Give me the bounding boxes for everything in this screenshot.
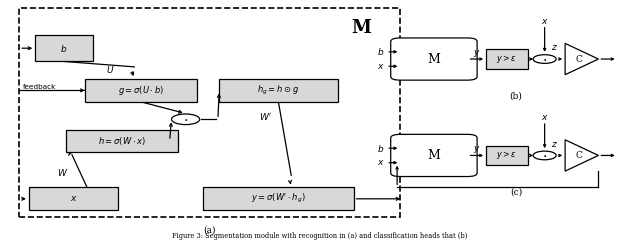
FancyBboxPatch shape	[19, 8, 400, 217]
FancyBboxPatch shape	[66, 130, 177, 153]
FancyBboxPatch shape	[486, 49, 528, 69]
Text: $\cdot$: $\cdot$	[183, 112, 188, 126]
Text: $x$: $x$	[377, 62, 385, 71]
Text: M: M	[351, 19, 372, 37]
FancyBboxPatch shape	[219, 79, 338, 102]
Polygon shape	[565, 140, 598, 171]
Text: $W'$: $W'$	[259, 111, 273, 122]
Text: $h_g = h \odot g$: $h_g = h \odot g$	[257, 84, 300, 97]
Text: M: M	[428, 53, 440, 66]
Text: feedback: feedback	[22, 84, 56, 90]
Text: $b$: $b$	[377, 143, 385, 154]
Text: (a): (a)	[204, 226, 216, 235]
Text: $y = \sigma(W' \cdot h_g)$: $y = \sigma(W' \cdot h_g)$	[251, 192, 306, 205]
Text: $y$: $y$	[473, 47, 481, 59]
FancyBboxPatch shape	[204, 187, 354, 210]
Text: (b): (b)	[509, 91, 523, 100]
FancyBboxPatch shape	[29, 187, 118, 210]
Text: M: M	[428, 149, 440, 162]
Text: $b$: $b$	[60, 43, 68, 54]
Text: $x$: $x$	[377, 158, 385, 167]
Text: $x$: $x$	[541, 113, 548, 122]
Text: $z$: $z$	[551, 140, 558, 149]
FancyBboxPatch shape	[486, 146, 528, 165]
Text: (c): (c)	[510, 188, 522, 197]
FancyBboxPatch shape	[85, 79, 197, 102]
Text: $z$: $z$	[551, 43, 558, 52]
Text: C: C	[575, 54, 582, 64]
Text: $U$: $U$	[106, 64, 114, 75]
Polygon shape	[565, 43, 598, 75]
Text: $h = \sigma(W \cdot x)$: $h = \sigma(W \cdot x)$	[98, 135, 145, 147]
Text: $W$: $W$	[57, 167, 68, 178]
Circle shape	[533, 151, 556, 160]
Text: $x$: $x$	[70, 194, 77, 203]
Text: $y > \epsilon$: $y > \epsilon$	[497, 53, 517, 65]
Circle shape	[533, 55, 556, 63]
Text: C: C	[575, 151, 582, 160]
Text: $g = \sigma(U \cdot b)$: $g = \sigma(U \cdot b)$	[118, 84, 164, 97]
Text: $x$: $x$	[541, 17, 548, 26]
Text: $b$: $b$	[377, 46, 385, 57]
Text: Figure 3: Segmentation module with recognition in (a) and classification heads t: Figure 3: Segmentation module with recog…	[172, 232, 468, 240]
FancyBboxPatch shape	[35, 35, 93, 61]
Text: $\cdot$: $\cdot$	[542, 148, 547, 162]
Text: $\cdot$: $\cdot$	[542, 52, 547, 66]
Text: $y$: $y$	[473, 144, 481, 155]
Circle shape	[172, 114, 200, 125]
Text: $y > \epsilon$: $y > \epsilon$	[497, 149, 517, 161]
FancyBboxPatch shape	[390, 38, 477, 80]
FancyBboxPatch shape	[390, 134, 477, 176]
